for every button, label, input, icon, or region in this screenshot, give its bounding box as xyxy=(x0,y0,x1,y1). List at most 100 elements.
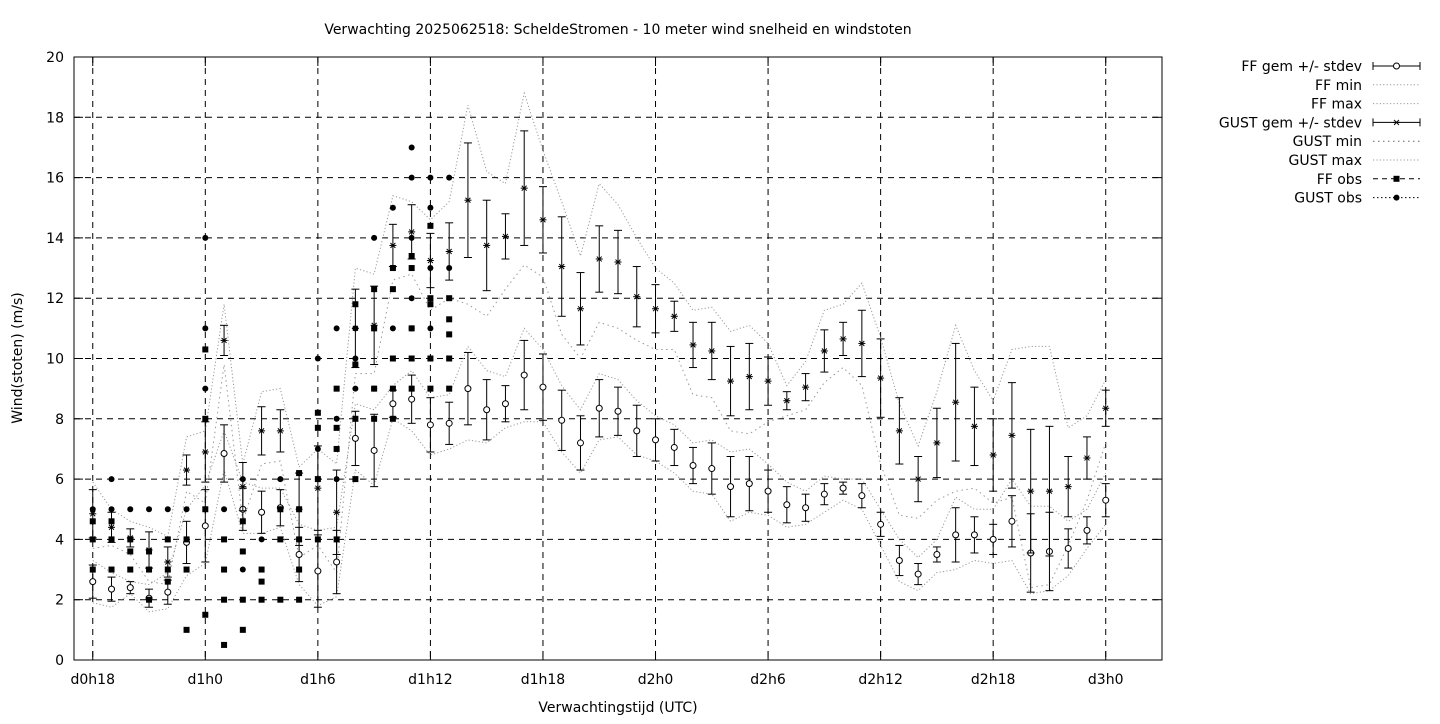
gust-gem-point xyxy=(201,449,209,455)
gust-obs-point xyxy=(408,174,415,181)
ff-obs-point xyxy=(258,566,265,573)
legend-label: FF gem +/- stdev xyxy=(1241,59,1362,75)
ff-obs-point xyxy=(89,518,96,525)
y-tick-label: 8 xyxy=(55,412,64,428)
gust-gem-point xyxy=(108,524,116,531)
ff-gem-point xyxy=(970,531,978,539)
ff-gem-point xyxy=(333,558,341,566)
ff-obs-point xyxy=(408,355,415,362)
ff-gem-point xyxy=(1008,517,1016,525)
gust-obs-point xyxy=(352,325,359,332)
legend-swatch-marker xyxy=(1393,62,1400,70)
gust-obs-point xyxy=(258,536,265,543)
gust-gem-point xyxy=(1083,455,1091,461)
gust-gem-point xyxy=(558,263,566,270)
ff-obs-point xyxy=(89,536,96,543)
ff-obs-point xyxy=(389,355,396,362)
legend-label: GUST min xyxy=(1293,134,1362,150)
gust-gem-point xyxy=(764,378,772,384)
gust-gem-point xyxy=(333,509,341,516)
ff-gem-point xyxy=(989,535,997,543)
ff-obs-point xyxy=(296,536,303,543)
gust-gem-point xyxy=(989,452,997,458)
ff-gem-point xyxy=(220,449,228,457)
gust-gem-point xyxy=(614,259,622,265)
ff-gem-point xyxy=(258,508,266,516)
gust-gem-point xyxy=(877,375,885,381)
gust-obs-point xyxy=(352,385,359,392)
gust-gem-point xyxy=(183,467,191,473)
gust-gem-point xyxy=(802,384,810,390)
ff-obs-point xyxy=(427,222,434,229)
gust-obs-point xyxy=(389,204,396,211)
gust-obs-point xyxy=(333,325,340,332)
y-tick-label: 6 xyxy=(55,472,64,488)
ff-obs-point xyxy=(108,566,115,573)
ff-obs-point xyxy=(314,424,321,431)
gust-obs-point xyxy=(371,325,378,332)
ff-gem-point xyxy=(745,480,753,488)
ff-gem-point xyxy=(1102,496,1110,504)
ff-obs-point xyxy=(446,385,453,392)
ff-min-line xyxy=(92,418,1107,613)
ff-obs-point xyxy=(221,566,228,573)
gust-obs-point xyxy=(314,355,321,362)
ff-gem-point xyxy=(558,416,566,424)
ff-gem-point xyxy=(802,504,810,512)
gust-gem-point xyxy=(783,397,791,404)
ff-gem-point xyxy=(952,531,960,539)
ff-obs-point xyxy=(333,445,340,452)
gust-gem-point xyxy=(708,348,716,354)
gust-obs-point xyxy=(446,174,453,181)
gust-gem-point xyxy=(276,428,284,434)
x-tick-label: d2h0 xyxy=(638,672,674,688)
gust-gem-point xyxy=(952,399,960,406)
ff-obs-point xyxy=(446,295,453,302)
gust-obs-point xyxy=(408,234,415,241)
ff-obs-point xyxy=(164,536,171,543)
y-tick-label: 0 xyxy=(55,653,64,669)
ff-obs-point xyxy=(427,295,434,302)
ff-obs-point xyxy=(221,536,228,543)
gust-obs-point xyxy=(146,506,153,513)
gust-gem-point xyxy=(914,476,922,482)
ff-gem-point xyxy=(483,406,491,414)
ff-obs-point xyxy=(164,566,171,573)
series-layer xyxy=(88,91,1110,648)
gust-obs-point xyxy=(221,506,228,513)
gust-obs-point xyxy=(127,506,134,513)
ff-gem-point xyxy=(501,400,509,408)
ff-obs-point xyxy=(408,385,415,392)
gust-gem-point xyxy=(501,233,509,240)
ff-obs-point xyxy=(408,265,415,272)
ff-obs-point xyxy=(127,536,134,543)
ff-obs-point xyxy=(408,252,415,259)
gust-gem-point xyxy=(314,485,322,491)
ff-obs-point xyxy=(108,536,115,543)
gust-gem-point xyxy=(727,378,735,384)
ff-obs-point xyxy=(221,641,228,648)
gust-gem-point xyxy=(576,305,584,312)
ff-obs-point xyxy=(239,626,246,633)
gust-gem-point xyxy=(895,428,903,434)
gust-gem-point xyxy=(258,428,266,434)
gust-gem-point xyxy=(220,337,228,344)
legend-label: GUST max xyxy=(1289,153,1363,169)
legend-label: FF max xyxy=(1311,97,1362,113)
gust-gem-point xyxy=(1008,432,1016,439)
ff-obs-point xyxy=(146,548,153,555)
gust-gem-point xyxy=(670,313,678,320)
ff-obs-point xyxy=(127,566,134,573)
gust-obs-point xyxy=(408,325,415,332)
gust-gem-point xyxy=(858,340,866,347)
y-tick-label: 10 xyxy=(46,352,64,368)
ff-obs-point xyxy=(352,415,359,422)
ff-gem-point xyxy=(1083,526,1091,534)
legend-swatch-marker xyxy=(1393,175,1400,182)
ff-gem-point xyxy=(408,395,416,403)
ff-obs-point xyxy=(446,331,453,338)
ff-obs-point xyxy=(352,361,359,368)
ff-obs-point xyxy=(427,301,434,308)
ff-gem-point xyxy=(351,434,359,442)
ff-obs-point xyxy=(389,385,396,392)
